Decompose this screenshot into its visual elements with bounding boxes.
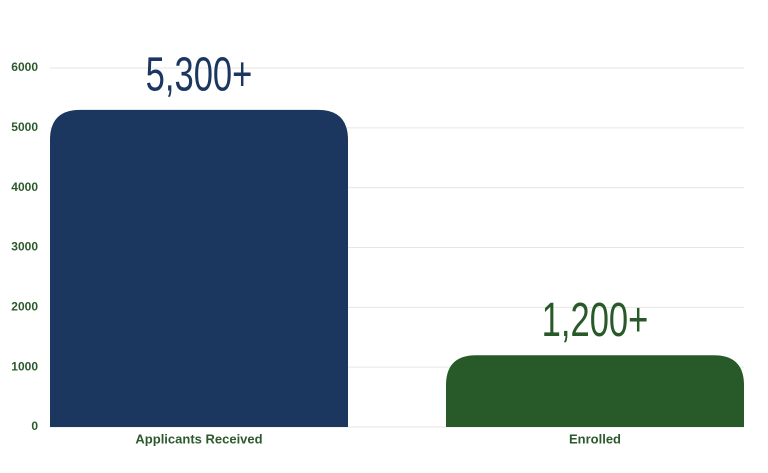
value-label: 1,200+ bbox=[542, 292, 649, 346]
value-label: 5,300+ bbox=[146, 47, 253, 101]
y-tick-label: 0 bbox=[31, 419, 38, 433]
y-tick-label: 3000 bbox=[11, 240, 38, 254]
bar bbox=[50, 109, 348, 427]
bar bbox=[446, 355, 744, 427]
y-tick-label: 5000 bbox=[11, 120, 38, 134]
y-tick-label: 2000 bbox=[11, 300, 38, 314]
y-tick-label: 1000 bbox=[11, 359, 38, 373]
y-tick-label: 4000 bbox=[11, 180, 38, 194]
y-tick-label: 6000 bbox=[11, 60, 38, 74]
x-tick-label: Enrolled bbox=[569, 431, 621, 446]
x-tick-label: Applicants Received bbox=[135, 431, 262, 446]
